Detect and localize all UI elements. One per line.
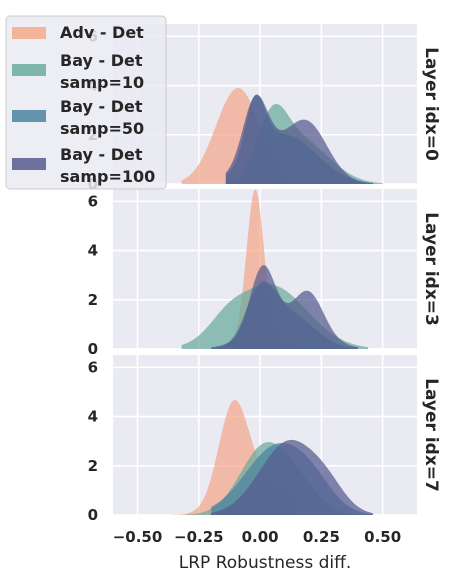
row-label: Layer idx=0 (421, 47, 441, 161)
panel-3: 0 2 4 6 Layer idx=7 (88, 355, 441, 524)
legend-swatch (12, 110, 46, 122)
y-tick-label: 0 (88, 506, 98, 524)
y-tick-label: 4 (88, 242, 98, 260)
x-tick-label: −0.50 (113, 528, 163, 546)
legend-label: Bay - Det (60, 97, 143, 116)
x-tick-label: 0.50 (364, 528, 401, 546)
density-area-bay-det-samp-100 (225, 94, 373, 184)
legend-label: samp=100 (60, 167, 155, 186)
legend-label: samp=10 (60, 73, 144, 92)
legend-swatch (12, 27, 46, 39)
legend-label: samp=50 (60, 119, 144, 138)
legend: Adv - Det Bay - Det samp=10 Bay - Det samp=5… (5, 15, 167, 190)
legend-entry: Bay - Det samp=50 (12, 97, 144, 138)
y-tick-label: 6 (88, 358, 98, 376)
density-area-bay-det-samp-100 (211, 265, 359, 349)
y-tick-label: 4 (88, 408, 98, 426)
density-area-bay-det-samp-100 (211, 439, 373, 515)
legend-label: Bay - Det (60, 51, 143, 70)
x-tick-label: 0.25 (303, 528, 340, 546)
x-axis-ticks: −0.50 −0.25 0.00 0.25 0.50 (113, 528, 401, 546)
x-tick-label: 0.00 (242, 528, 279, 546)
row-label: Layer idx=3 (421, 212, 441, 326)
y-tick-label: 0 (88, 340, 98, 358)
legend-swatch (12, 64, 46, 76)
row-label: Layer idx=7 (421, 378, 441, 492)
y-tick-label: 2 (88, 457, 98, 475)
legend-label: Adv - Det (60, 23, 144, 42)
y-tick-label: 2 (88, 291, 98, 309)
legend-entry: Adv - Det (12, 23, 144, 42)
legend-entry: Bay - Det samp=100 (12, 145, 155, 186)
x-tick-label: −0.25 (174, 528, 224, 546)
panel-2: 0 2 4 6 Layer idx=3 (88, 189, 441, 358)
legend-frame (5, 15, 167, 190)
legend-swatch (12, 158, 46, 170)
legend-label: Bay - Det (60, 145, 143, 164)
x-axis-label: LRP Robustness diff. (179, 553, 351, 570)
y-tick-label: 6 (88, 192, 98, 210)
legend-entry: Bay - Det samp=10 (12, 51, 144, 92)
